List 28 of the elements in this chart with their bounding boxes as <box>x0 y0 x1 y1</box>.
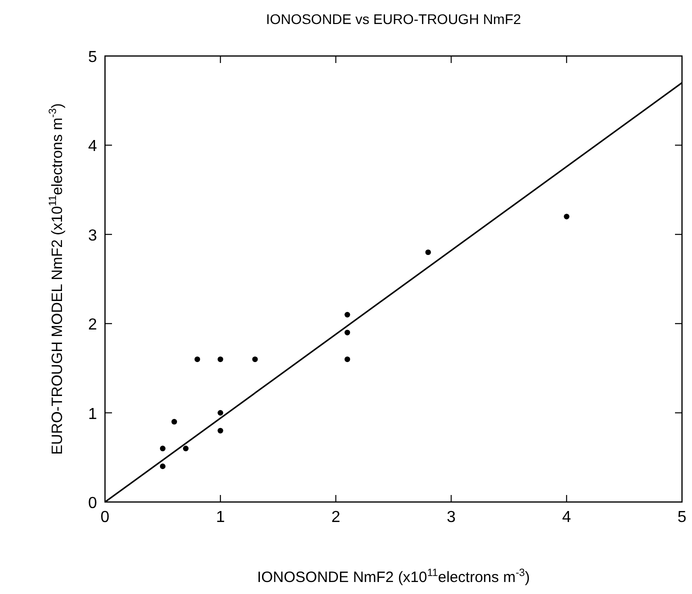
point <box>160 464 166 470</box>
point <box>564 214 570 220</box>
x-tick-label: 0 <box>100 509 110 526</box>
point <box>344 356 350 362</box>
x-tick-label: 3 <box>446 509 456 526</box>
x-tick-label: 5 <box>678 509 687 526</box>
point <box>344 330 350 336</box>
y-tick-label: 0 <box>88 495 98 512</box>
x-tick-label: 4 <box>562 509 572 526</box>
point <box>160 446 166 452</box>
point <box>344 312 350 318</box>
chart-title: IONOSONDE vs EURO-TROUGH NmF2 <box>266 11 522 27</box>
y-tick-label: 3 <box>88 227 98 244</box>
y-tick-label: 5 <box>88 49 98 66</box>
point <box>182 446 189 452</box>
y-tick-label: 1 <box>88 406 98 423</box>
x-tick-label: 1 <box>216 509 225 526</box>
point <box>218 410 224 416</box>
point <box>252 356 258 362</box>
point <box>194 356 200 362</box>
point <box>218 356 224 362</box>
point <box>425 249 431 256</box>
x-tick-label: 2 <box>331 509 340 526</box>
point <box>171 418 178 425</box>
y-tick-label: 2 <box>88 316 98 334</box>
point <box>218 428 224 434</box>
x-axis-title: IONOSONDE NmF2 (x10$^{11}$electrons m$^{-3}$) <box>257 567 530 586</box>
y-tick-label: 4 <box>88 138 98 156</box>
